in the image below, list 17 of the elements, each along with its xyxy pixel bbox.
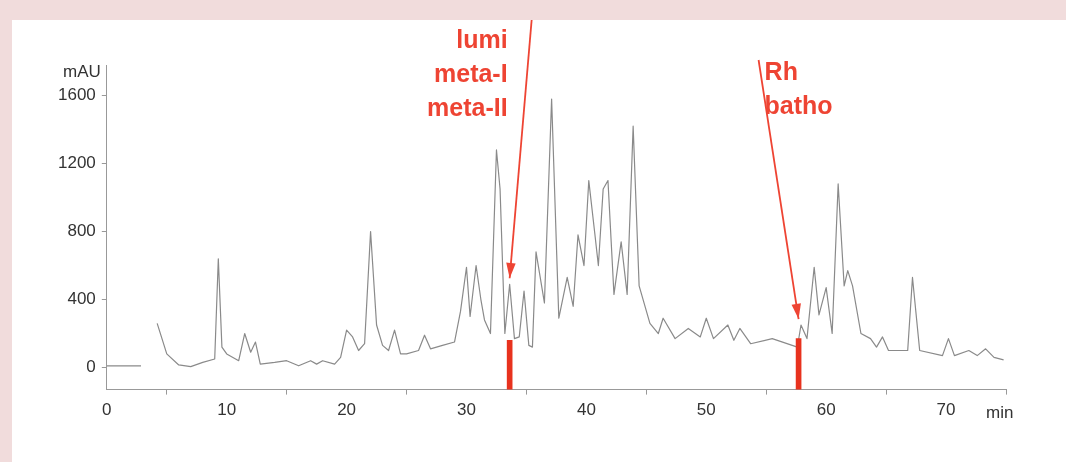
- y-axis-title: mAU: [63, 62, 101, 81]
- annotation: Rh batho: [764, 57, 833, 119]
- x-tick-label: 30: [457, 400, 476, 420]
- x-tick-label: 20: [337, 400, 357, 420]
- x-tick-label: 70: [936, 400, 956, 420]
- y-tick-label: 1200: [57, 153, 96, 173]
- y-tick-label: 0: [86, 357, 96, 377]
- x-tick-label: 40: [576, 400, 596, 420]
- annotation: lumi meta-I meta-II: [427, 25, 508, 121]
- y-tick-label: 1600: [57, 85, 96, 105]
- y-tick-label: 800: [67, 221, 96, 241]
- x-tick-label: 50: [696, 400, 716, 420]
- x-axis-title: min: [986, 402, 1014, 422]
- x-tick-label: 10: [217, 400, 237, 420]
- x-tick-label: 60: [816, 400, 836, 420]
- x-tick-label: 0: [102, 400, 112, 420]
- y-tick-label: 400: [67, 289, 96, 309]
